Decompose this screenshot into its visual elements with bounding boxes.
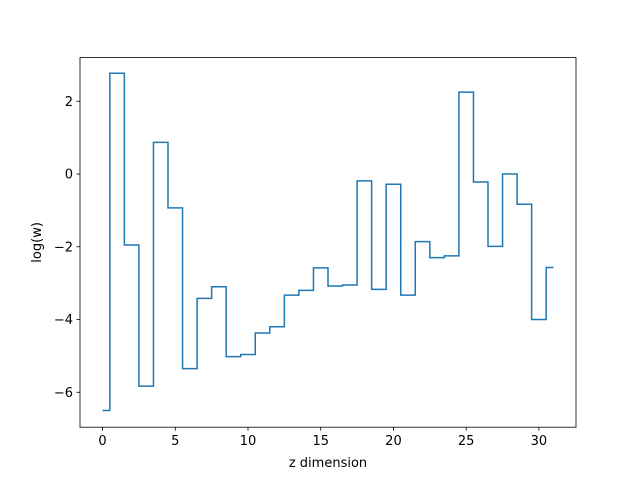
- y-axis-label: log(w): [30, 222, 45, 263]
- x-tick-label: 10: [240, 434, 257, 449]
- y-tick-label: −2: [54, 240, 73, 255]
- y-tick-label: 0: [65, 168, 73, 183]
- series-line-0: [102, 72, 554, 412]
- x-tick-label: 0: [98, 434, 106, 449]
- y-tick-label: 2: [65, 95, 73, 110]
- y-tick-label: −6: [54, 386, 73, 401]
- x-axis: 0 5 10 15 20 25 30: [98, 427, 547, 449]
- x-tick-label: 20: [385, 434, 402, 449]
- x-tick-label: 25: [458, 434, 475, 449]
- x-tick-label: 30: [531, 434, 548, 449]
- x-axis-label: z dimension: [289, 456, 367, 471]
- x-tick-label: 15: [312, 434, 329, 449]
- y-tick-label: −4: [54, 313, 73, 328]
- plot-frame: [79, 57, 577, 428]
- y-axis: −6 −4 −2 0 2: [54, 95, 80, 401]
- x-tick-label: 5: [171, 434, 179, 449]
